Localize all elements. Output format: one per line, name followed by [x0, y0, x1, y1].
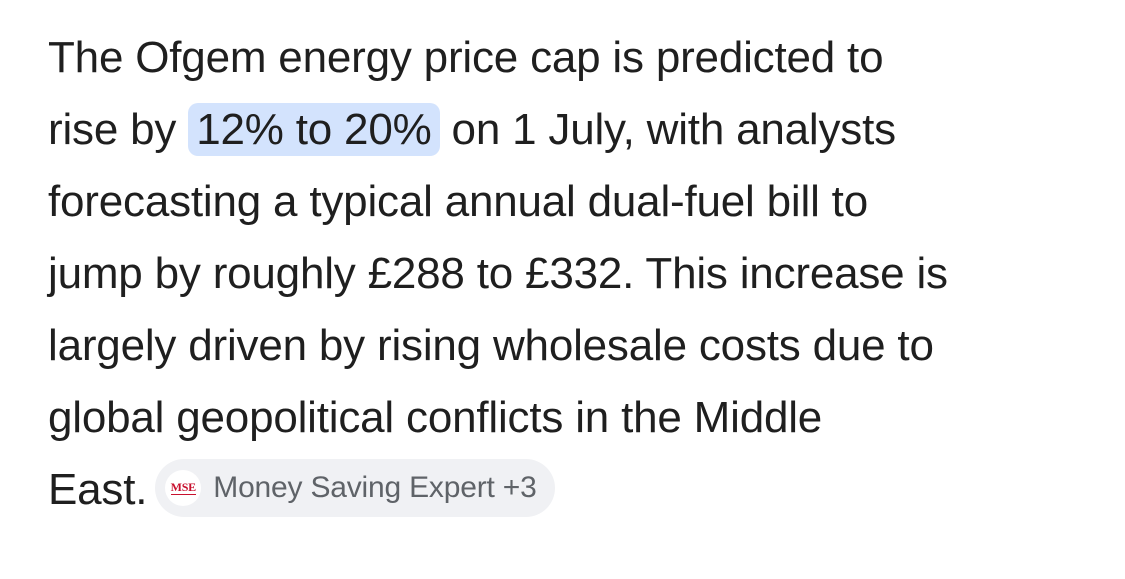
answer-paragraph: The Ofgem energy price cap is predicted …	[48, 22, 1108, 526]
mse-logo-icon: MSE	[165, 470, 202, 507]
source-chip[interactable]: MSE Money Saving Expert +3	[155, 459, 555, 518]
answer-text-segment: rise by	[48, 105, 177, 154]
answer-line-5: largely driven by rising wholesale costs…	[48, 321, 934, 370]
answer-line-3: forecasting a typical annual dual-fuel b…	[48, 177, 868, 226]
source-chip-label: Money Saving Expert +3	[213, 471, 537, 505]
answer-line-4: jump by roughly £288 to £332. This incre…	[48, 249, 948, 298]
answer-line-6: global geopolitical conflicts in the Mid…	[48, 393, 823, 442]
mse-logo-text: MSE	[170, 480, 196, 496]
answer-line-1: The Ofgem energy price cap is predicted …	[48, 33, 884, 82]
answer-text-segment: East.	[48, 465, 148, 514]
answer-text-segment: on 1 July, with analysts	[451, 105, 897, 154]
answer-line-2: rise by 12% to 20% on 1 July, with analy…	[48, 94, 1108, 166]
highlighted-figure[interactable]: 12% to 20%	[188, 103, 440, 156]
answer-line-7: East. MSE Money Saving Expert +3	[48, 454, 1108, 526]
